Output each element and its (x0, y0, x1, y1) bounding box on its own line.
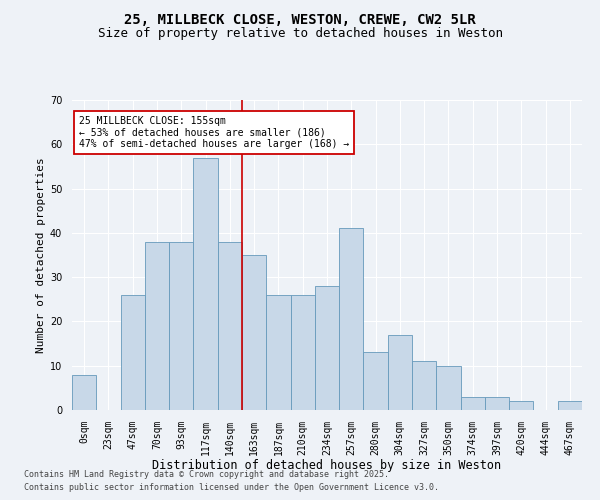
Bar (169, 242, 193, 410)
Bar (266, 295, 290, 410)
Bar (72, 374, 96, 410)
Text: 25 MILLBECK CLOSE: 155sqm
← 53% of detached houses are smaller (186)
47% of semi: 25 MILLBECK CLOSE: 155sqm ← 53% of detac… (79, 116, 350, 148)
Bar (412, 362, 436, 410)
Bar (290, 295, 315, 410)
Bar (121, 295, 145, 410)
Text: 25, MILLBECK CLOSE, WESTON, CREWE, CW2 5LR: 25, MILLBECK CLOSE, WESTON, CREWE, CW2 5… (124, 12, 476, 26)
Bar (218, 242, 242, 410)
Bar (145, 242, 169, 410)
Bar (461, 396, 485, 410)
Text: Contains HM Land Registry data © Crown copyright and database right 2025.: Contains HM Land Registry data © Crown c… (24, 470, 389, 479)
Bar (388, 334, 412, 410)
Bar (436, 366, 461, 410)
Bar (315, 286, 339, 410)
Bar (558, 401, 582, 410)
Y-axis label: Number of detached properties: Number of detached properties (36, 157, 46, 353)
Text: Contains public sector information licensed under the Open Government Licence v3: Contains public sector information licen… (24, 484, 439, 492)
Bar (509, 401, 533, 410)
Bar (485, 396, 509, 410)
Text: Size of property relative to detached houses in Weston: Size of property relative to detached ho… (97, 28, 503, 40)
Bar (339, 228, 364, 410)
Bar (364, 352, 388, 410)
Bar (193, 158, 218, 410)
Bar (242, 255, 266, 410)
X-axis label: Distribution of detached houses by size in Weston: Distribution of detached houses by size … (152, 459, 502, 472)
